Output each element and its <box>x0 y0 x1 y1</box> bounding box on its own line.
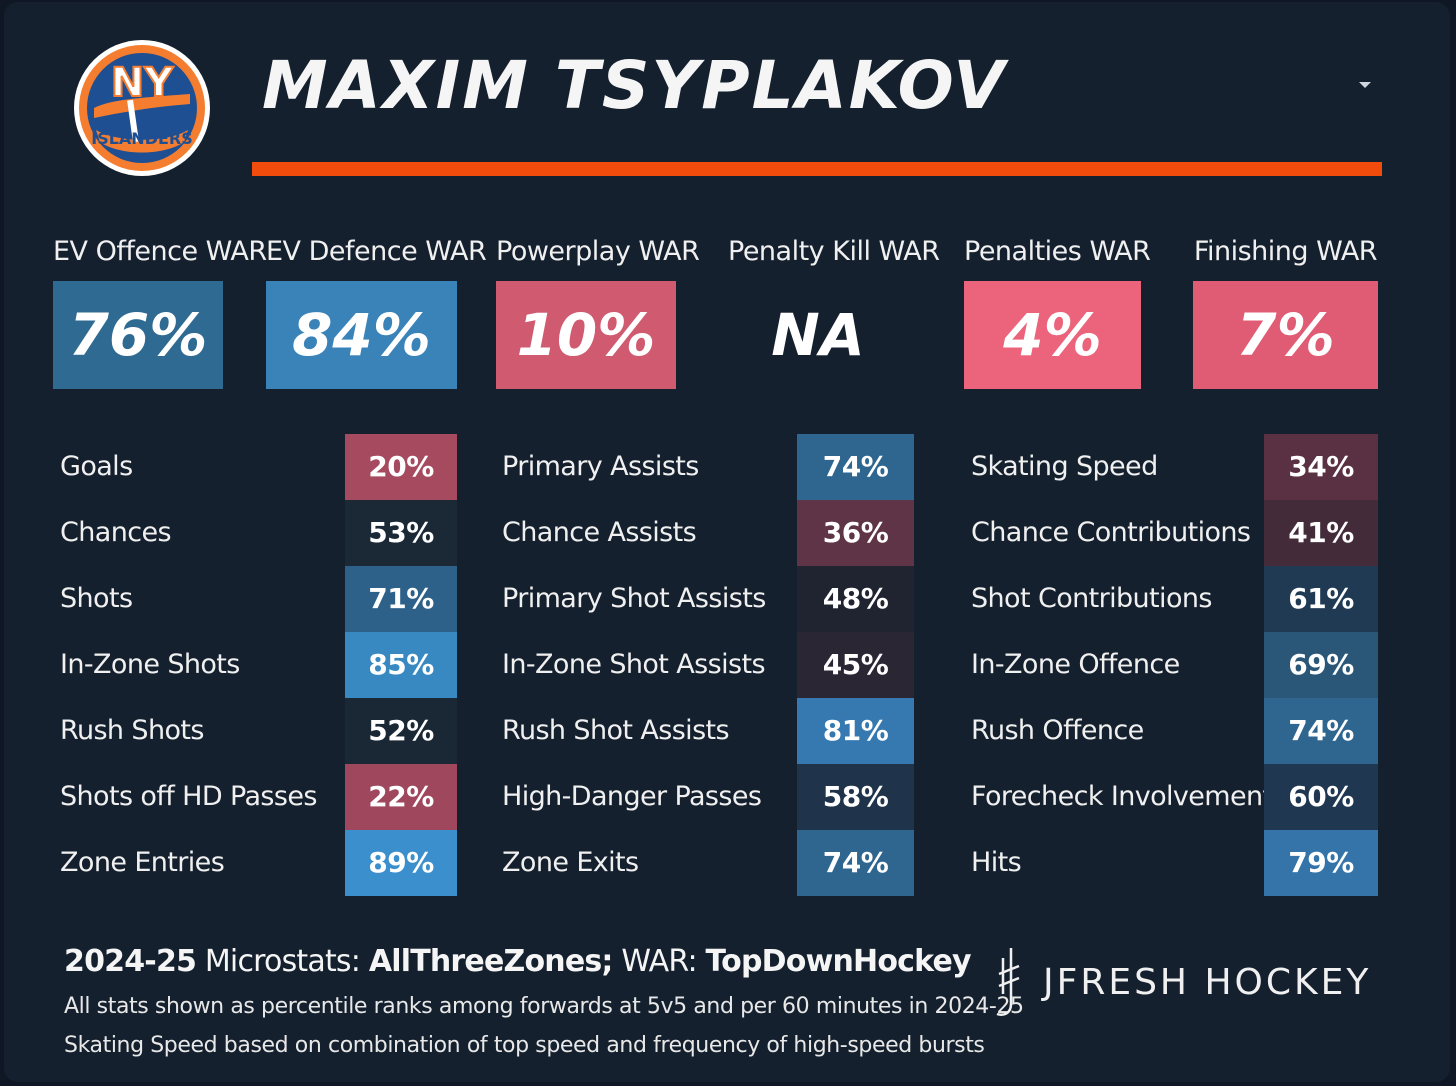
stat-value: 85% <box>345 632 457 698</box>
stat-row: In-Zone Shot Assists 45% <box>502 632 914 698</box>
war-prefix: WAR: <box>612 944 706 979</box>
stat-row: Shots off HD Passes 22% <box>60 764 457 830</box>
stat-row: Primary Assists 74% <box>502 434 914 500</box>
stat-label: In-Zone Offence <box>971 649 1180 680</box>
season-label: 2024-25 <box>64 944 197 979</box>
stat-row: Chance Assists 36% <box>502 500 914 566</box>
svg-text:ISLANDERS: ISLANDERS <box>91 129 193 148</box>
stat-label: Forecheck Involvement <box>971 781 1273 812</box>
source-line: 2024-25 Microstats: AllThreeZones; WAR: … <box>64 944 972 979</box>
micro-source: AllThreeZones; <box>368 944 614 979</box>
stat-value: 52% <box>345 698 457 764</box>
stat-label: Chance Contributions <box>971 517 1251 548</box>
stat-label: Primary Assists <box>502 451 699 482</box>
stat-row: Shot Contributions 61% <box>971 566 1378 632</box>
stat-value: 53% <box>345 500 457 566</box>
stat-row: Rush Offence 74% <box>971 698 1378 764</box>
stat-value: 79% <box>1264 830 1378 896</box>
war-value-box: 76% <box>53 281 223 389</box>
caret-down-icon[interactable] <box>1359 82 1371 88</box>
stat-value: 89% <box>345 830 457 896</box>
stat-label: Rush Shots <box>60 715 204 746</box>
stat-row: Goals 20% <box>60 434 457 500</box>
stat-value: 69% <box>1264 632 1378 698</box>
stat-row: In-Zone Offence 69% <box>971 632 1378 698</box>
stat-label: Primary Shot Assists <box>502 583 766 614</box>
stat-row: Shots 71% <box>60 566 457 632</box>
stat-row: Chance Contributions 41% <box>971 500 1378 566</box>
war-value-box: 84% <box>266 281 457 389</box>
war-source: TopDownHockey <box>705 944 972 979</box>
stat-value: 48% <box>797 566 914 632</box>
stat-value: 60% <box>1264 764 1378 830</box>
stat-row: Forecheck Involvement 60% <box>971 764 1378 830</box>
stat-value: 41% <box>1264 500 1378 566</box>
stat-value: 20% <box>345 434 457 500</box>
war-value-box: 4% <box>964 281 1141 389</box>
stat-row: Zone Exits 74% <box>502 830 914 896</box>
player-name: MAXIM TSYPLAKOV <box>262 47 1007 124</box>
stat-value: 34% <box>1264 434 1378 500</box>
stat-label: In-Zone Shots <box>60 649 240 680</box>
war-value-box: 10% <box>496 281 676 389</box>
stat-row: Hits 79% <box>971 830 1378 896</box>
war-label: EV Defence WAR <box>266 236 487 267</box>
stat-label: In-Zone Shot Assists <box>502 649 766 680</box>
war-label: EV Offence WAR <box>53 236 267 267</box>
war-label: Finishing WAR <box>1193 236 1378 267</box>
islanders-logo-icon: NY ISLANDERS <box>74 40 210 176</box>
stat-label: Skating Speed <box>971 451 1158 482</box>
player-card: NY ISLANDERS MAXIM TSYPLAKOV EV Offence … <box>4 2 1450 1082</box>
stat-row: Skating Speed 34% <box>971 434 1378 500</box>
brand-name: JFRESH HOCKEY <box>1043 961 1372 1003</box>
war-label: Penalties WAR <box>964 236 1151 267</box>
stat-row: Rush Shot Assists 81% <box>502 698 914 764</box>
stat-row: Rush Shots 52% <box>60 698 457 764</box>
stat-label: Shots off HD Passes <box>60 781 317 812</box>
war-label: Penalty Kill WAR <box>728 236 940 267</box>
stat-label: Chances <box>60 517 172 548</box>
stat-row: Primary Shot Assists 48% <box>502 566 914 632</box>
stat-value: 22% <box>345 764 457 830</box>
stat-label: Shot Contributions <box>971 583 1212 614</box>
stat-value: 58% <box>797 764 914 830</box>
stat-label: Rush Offence <box>971 715 1144 746</box>
stat-row: In-Zone Shots 85% <box>60 632 457 698</box>
jfresh-logo-icon <box>996 948 1020 1016</box>
stat-value: 45% <box>797 632 914 698</box>
footnote-percentile: All stats shown as percentile ranks amon… <box>64 994 1024 1019</box>
stat-label: High-Danger Passes <box>502 781 762 812</box>
stat-row: Chances 53% <box>60 500 457 566</box>
stat-value: 71% <box>345 566 457 632</box>
war-label: Powerplay WAR <box>496 236 700 267</box>
stat-value: 36% <box>797 500 914 566</box>
stat-label: Zone Entries <box>60 847 225 878</box>
stat-label: Zone Exits <box>502 847 639 878</box>
stat-value: 81% <box>797 698 914 764</box>
stat-value: 74% <box>797 830 914 896</box>
stat-value: 61% <box>1264 566 1378 632</box>
stat-value: 74% <box>1264 698 1378 764</box>
footnote-skating: Skating Speed based on combination of to… <box>64 1033 985 1058</box>
micro-prefix: Microstats: <box>196 944 369 979</box>
stat-row: High-Danger Passes 58% <box>502 764 914 830</box>
stat-value: 74% <box>797 434 914 500</box>
stat-label: Hits <box>971 847 1022 878</box>
stat-label: Chance Assists <box>502 517 697 548</box>
stat-label: Goals <box>60 451 133 482</box>
stat-label: Rush Shot Assists <box>502 715 730 746</box>
brand: JFRESH HOCKEY <box>989 942 1371 1022</box>
stat-row: Zone Entries 89% <box>60 830 457 896</box>
stat-label: Shots <box>60 583 133 614</box>
svg-text:NY: NY <box>111 60 174 106</box>
war-value-box: 7% <box>1193 281 1378 389</box>
war-value-box: NA <box>728 281 908 389</box>
title-divider <box>252 162 1382 176</box>
